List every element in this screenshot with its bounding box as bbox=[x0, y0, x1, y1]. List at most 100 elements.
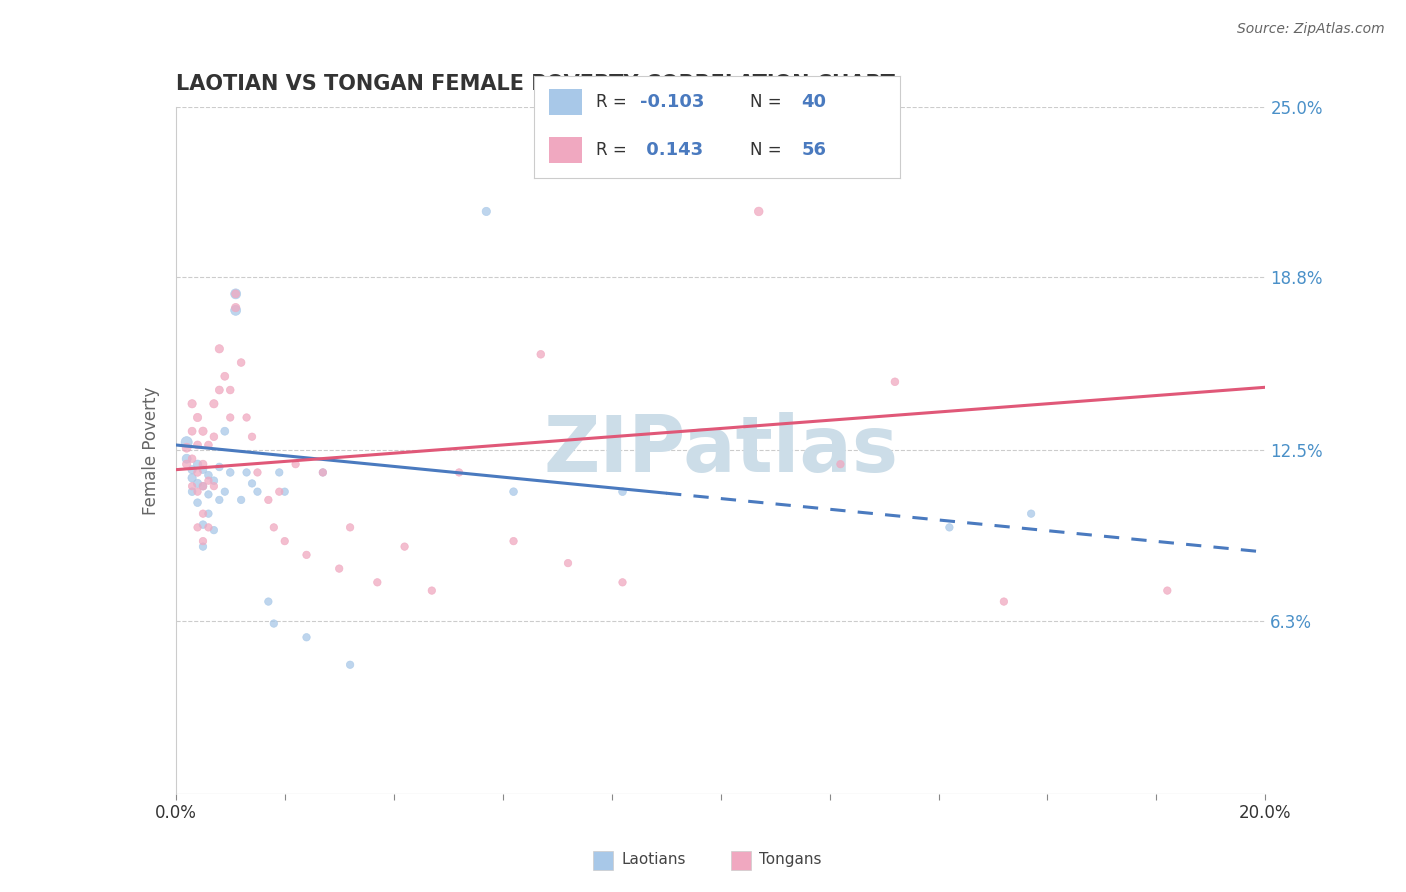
Text: R =: R = bbox=[596, 93, 633, 111]
Point bbox=[475, 204, 498, 219]
Point bbox=[447, 466, 470, 480]
Y-axis label: Female Poverty: Female Poverty bbox=[142, 386, 160, 515]
Point bbox=[214, 369, 236, 384]
Point bbox=[176, 441, 198, 455]
Point bbox=[219, 410, 242, 425]
Point bbox=[191, 507, 214, 521]
Text: Tongans: Tongans bbox=[759, 853, 821, 867]
Point bbox=[181, 397, 204, 411]
Point bbox=[186, 410, 209, 425]
Point bbox=[181, 484, 204, 499]
Point bbox=[235, 410, 257, 425]
Point bbox=[257, 594, 280, 608]
Point bbox=[830, 457, 852, 471]
Point bbox=[231, 492, 253, 507]
Point bbox=[720, 136, 742, 150]
Point bbox=[295, 548, 318, 562]
Point bbox=[366, 575, 388, 590]
Point bbox=[197, 507, 219, 521]
Point bbox=[181, 424, 204, 438]
Point bbox=[197, 487, 219, 501]
Point bbox=[191, 479, 214, 493]
Point bbox=[225, 303, 247, 318]
Point bbox=[1156, 583, 1178, 598]
Point bbox=[612, 484, 634, 499]
Point bbox=[295, 630, 318, 644]
Point bbox=[197, 468, 219, 483]
Point bbox=[530, 347, 553, 361]
Point bbox=[339, 520, 361, 534]
Point bbox=[197, 438, 219, 452]
Point bbox=[269, 466, 291, 480]
Point bbox=[235, 466, 257, 480]
Text: N =: N = bbox=[749, 141, 787, 159]
Point bbox=[186, 520, 209, 534]
Point bbox=[394, 540, 416, 554]
Text: R =: R = bbox=[596, 141, 633, 159]
Point bbox=[197, 520, 219, 534]
Point bbox=[502, 534, 524, 549]
Point bbox=[339, 657, 361, 672]
Text: -0.103: -0.103 bbox=[640, 93, 704, 111]
FancyBboxPatch shape bbox=[548, 89, 582, 115]
Point bbox=[191, 517, 214, 532]
Text: ZIPatlas: ZIPatlas bbox=[543, 412, 898, 489]
Point bbox=[214, 484, 236, 499]
Point bbox=[186, 484, 209, 499]
Point bbox=[884, 375, 907, 389]
Point bbox=[202, 430, 225, 444]
Point bbox=[328, 561, 350, 575]
Point bbox=[219, 383, 242, 397]
Point bbox=[191, 534, 214, 549]
Point bbox=[312, 466, 335, 480]
Point bbox=[274, 484, 297, 499]
Point bbox=[225, 286, 247, 301]
Point bbox=[257, 492, 280, 507]
Point bbox=[269, 484, 291, 499]
Point bbox=[202, 479, 225, 493]
Point bbox=[181, 471, 204, 485]
Point bbox=[202, 397, 225, 411]
Point bbox=[502, 484, 524, 499]
Point bbox=[263, 520, 285, 534]
Point bbox=[176, 435, 198, 450]
Point bbox=[225, 301, 247, 315]
Text: 56: 56 bbox=[801, 141, 827, 159]
FancyBboxPatch shape bbox=[731, 851, 751, 870]
Point bbox=[420, 583, 443, 598]
Point bbox=[240, 476, 263, 491]
Point bbox=[225, 286, 247, 301]
Point bbox=[748, 204, 770, 219]
Point bbox=[208, 342, 231, 356]
Point bbox=[176, 451, 198, 466]
Point bbox=[186, 466, 209, 480]
Point bbox=[186, 496, 209, 510]
Point bbox=[312, 466, 335, 480]
Point bbox=[191, 457, 214, 471]
Point bbox=[208, 383, 231, 397]
Point bbox=[214, 424, 236, 438]
Point bbox=[176, 457, 198, 471]
Text: N =: N = bbox=[749, 93, 787, 111]
Point bbox=[274, 534, 297, 549]
Point bbox=[191, 479, 214, 493]
Point bbox=[197, 474, 219, 488]
Point bbox=[1019, 507, 1042, 521]
Point bbox=[202, 523, 225, 537]
Point bbox=[191, 463, 214, 477]
Point bbox=[240, 430, 263, 444]
Point bbox=[191, 540, 214, 554]
Point bbox=[191, 424, 214, 438]
FancyBboxPatch shape bbox=[548, 137, 582, 163]
Point bbox=[181, 463, 204, 477]
Point bbox=[181, 479, 204, 493]
Point bbox=[208, 459, 231, 474]
Point bbox=[186, 476, 209, 491]
Text: 0.143: 0.143 bbox=[640, 141, 703, 159]
Point bbox=[231, 355, 253, 369]
Point bbox=[263, 616, 285, 631]
Point bbox=[612, 575, 634, 590]
FancyBboxPatch shape bbox=[593, 851, 613, 870]
Text: LAOTIAN VS TONGAN FEMALE POVERTY CORRELATION CHART: LAOTIAN VS TONGAN FEMALE POVERTY CORRELA… bbox=[176, 74, 894, 95]
Point bbox=[219, 466, 242, 480]
